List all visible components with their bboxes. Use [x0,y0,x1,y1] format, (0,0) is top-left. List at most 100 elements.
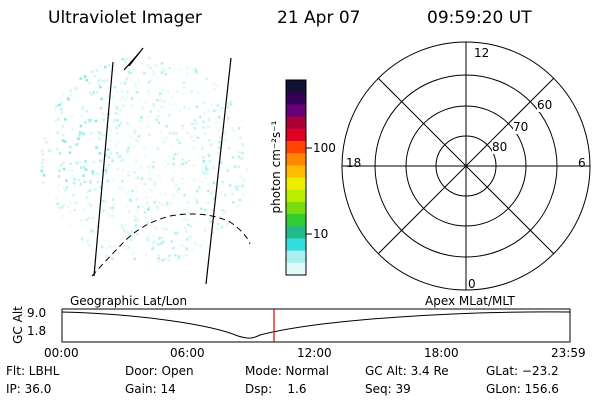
emission-pixel [157,114,160,118]
emission-pixel [144,252,147,256]
emission-pixel [172,131,175,135]
emission-pixel [44,214,48,217]
emission-pixel [105,166,108,170]
emission-pixel [40,162,44,165]
emission-pixel [137,79,140,82]
emission-pixel [192,139,196,142]
emission-pixel [76,266,79,269]
emission-pixel [215,121,219,124]
emission-pixel [140,177,144,181]
emission-pixel [129,233,132,236]
emission-pixel [160,67,164,70]
emission-pixel [90,70,94,74]
emission-pixel [125,193,129,197]
emission-pixel [121,90,125,93]
emission-pixel [236,204,240,208]
emission-pixel [56,167,59,170]
emission-pixel [219,159,222,162]
emission-pixel [157,256,161,260]
emission-pixel [119,98,123,102]
emission-pixel [146,208,150,211]
emission-pixel [202,112,206,115]
emission-pixel [129,267,132,270]
emission-pixel [100,245,104,249]
emission-pixel [77,137,80,140]
emission-pixel [240,118,244,122]
emission-pixel [85,79,88,82]
emission-pixel [99,186,103,189]
emission-pixel [246,168,249,171]
emission-pixel [107,187,111,191]
timeline-xtick-1: 06:00 [170,346,205,360]
emission-pixel [202,126,205,129]
emission-pixel [209,220,213,224]
emission-pixel [113,86,117,89]
colorbar-segment [286,189,306,203]
emission-pixel [195,210,198,213]
emission-pixel [111,206,114,209]
emission-pixel [142,176,145,180]
emission-pixel [133,129,136,132]
emission-pixel [199,187,203,190]
emission-pixel [112,198,115,201]
emission-pixel [167,155,171,158]
emission-pixel [98,78,102,82]
emission-pixel [192,122,195,126]
emission-pixel [207,189,210,193]
emission-pixel [233,94,237,98]
emission-pixel [206,110,209,113]
emission-pixel [227,92,231,96]
colorbar-segment [286,153,306,166]
emission-pixel [218,250,221,254]
emission-pixel [70,115,73,118]
emission-pixel [91,254,94,257]
emission-pixel [116,152,119,155]
emission-pixel [216,197,219,200]
emission-pixel [144,216,147,219]
emission-pixel [175,264,178,265]
emission-pixel [193,64,197,68]
emission-pixel [151,70,155,73]
emission-pixel [229,100,232,103]
emission-pixel [121,266,124,269]
emission-pixel [107,64,110,67]
emission-pixel [66,97,70,100]
emission-pixel [117,244,120,247]
emission-pixel [242,103,245,107]
emission-pixel [63,140,67,143]
emission-pixel [199,244,202,247]
emission-pixel [84,160,87,163]
emission-pixel [126,90,129,93]
emission-pixel [106,148,110,151]
emission-pixel [107,134,111,137]
emission-pixel [158,237,161,240]
emission-pixel [244,178,247,181]
emission-pixel [73,178,76,181]
emission-pixel [202,101,205,104]
emission-pixel [181,177,184,180]
altitude-curve [61,311,571,339]
emission-pixel [162,125,166,128]
emission-pixel [71,174,74,178]
emission-pixel [112,120,116,123]
emission-pixel [40,149,44,153]
emission-pixel [171,230,174,233]
colorbar-segment [286,104,306,118]
emission-pixel [178,109,182,112]
emission-pixel [234,60,237,64]
emission-pixel [48,149,51,152]
emission-pixel [189,258,193,262]
emission-pixel [128,198,132,201]
emission-pixel [175,132,178,136]
time-label: 09:59:20 UT [427,8,532,28]
emission-pixel [168,254,171,258]
emission-pixel [204,126,208,130]
emission-pixel [154,199,157,202]
emission-pixel [233,245,236,248]
emission-pixel [65,179,68,182]
emission-pixel [159,177,162,180]
emission-pixel [62,161,65,165]
emission-pixel [68,201,72,205]
emission-pixel [56,232,60,236]
emission-pixel [97,80,100,83]
